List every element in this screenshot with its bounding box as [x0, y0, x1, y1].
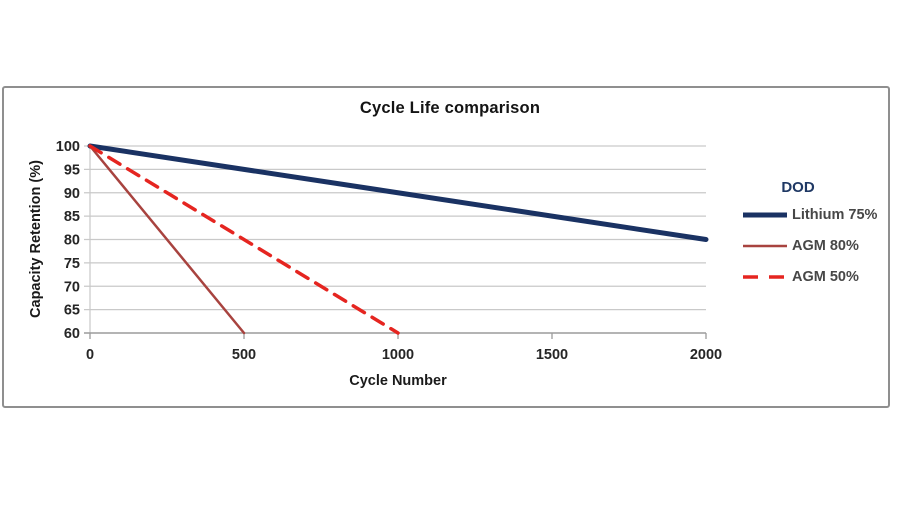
y-tick-label: 85 [64, 209, 80, 225]
y-tick-label: 90 [64, 186, 80, 202]
series-line-agm-80 [88, 144, 246, 335]
legend: DOD Lithium 75% AGM 80% AGM 50% [742, 177, 890, 292]
series-line-lithium-75 [87, 143, 709, 242]
y-axis-title: Capacity Retention (%) [28, 160, 44, 318]
y-tick-label: 95 [64, 162, 80, 178]
x-tick-label: 500 [232, 347, 256, 363]
x-tick-label: 1500 [536, 347, 568, 363]
y-tick-label: 100 [56, 139, 80, 155]
x-tick-label: 0 [86, 347, 94, 363]
x-axis-title: Cycle Number [349, 373, 447, 389]
legend-item-agm-50: AGM 50% [742, 261, 890, 292]
y-tick-label: 60 [64, 326, 80, 342]
legend-title: DOD [781, 179, 815, 196]
chart-frame [2, 86, 890, 408]
legend-item-label: AGM 80% [792, 237, 859, 254]
y-tick-label: 75 [64, 256, 80, 272]
chart-title: Cycle Life comparison [359, 99, 541, 117]
legend-marker-solid-red-line [742, 241, 788, 251]
legend-marker-solid-navy-line [742, 210, 788, 220]
legend-marker-dashed-red-line [742, 272, 788, 282]
legend-item-label: AGM 50% [792, 268, 859, 285]
x-tick-label: 2000 [690, 347, 722, 363]
legend-item-lithium-75: Lithium 75% [742, 199, 890, 230]
series-line-agm-50 [88, 144, 400, 335]
x-tick-label: 1000 [382, 347, 414, 363]
y-tick-label: 65 [64, 303, 80, 319]
y-tick-label: 70 [64, 279, 80, 295]
y-tick-label: 80 [64, 233, 80, 249]
legend-item-label: Lithium 75% [792, 206, 878, 223]
legend-item-agm-80: AGM 80% [742, 230, 890, 261]
